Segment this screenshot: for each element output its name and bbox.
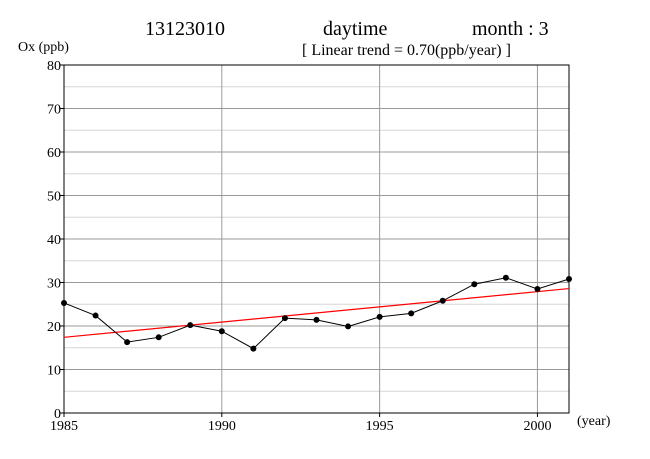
trend-line xyxy=(63,287,570,338)
y-tick-label: 60 xyxy=(47,146,61,161)
data-point xyxy=(471,281,478,288)
series-layer xyxy=(61,274,572,352)
data-point xyxy=(155,334,162,341)
y-tick-label: 50 xyxy=(47,190,61,205)
x-tick-label: 2000 xyxy=(523,419,551,434)
x-tick-label: 1990 xyxy=(208,419,236,434)
x-tick-label: 1995 xyxy=(366,419,394,434)
data-point xyxy=(124,339,131,346)
tick-labels: 0 10 20 30 40 50 60 70 80 1985 1990 1995 2000 xyxy=(47,59,551,434)
trend-label: [ Linear trend = 0.70(ppb/year) ] xyxy=(302,42,511,59)
data-point xyxy=(187,322,194,329)
data-point xyxy=(281,315,288,322)
data-point xyxy=(345,323,352,330)
station-code: 13123010 xyxy=(145,18,225,40)
grid-lines xyxy=(64,64,569,414)
data-point xyxy=(566,276,572,283)
data-point xyxy=(376,313,383,320)
data-point xyxy=(250,345,257,352)
data-point xyxy=(502,274,509,281)
y-tick-label: 30 xyxy=(47,277,61,292)
y-tick-label: 10 xyxy=(47,364,61,379)
data-point xyxy=(439,297,446,304)
y-tick-label: 40 xyxy=(47,233,61,248)
plot-frame xyxy=(63,64,570,414)
y-tick-label: 20 xyxy=(47,320,61,335)
y-tick-label: 0 xyxy=(54,407,61,422)
x-axis-label: (year) xyxy=(577,414,611,429)
data-point xyxy=(218,328,225,335)
data-point xyxy=(313,316,320,323)
data-point xyxy=(534,286,541,293)
data-point xyxy=(92,312,99,319)
data-point xyxy=(408,310,415,317)
y-tick-label: 70 xyxy=(47,103,61,118)
y-axis-label: Ox (ppb) xyxy=(18,40,69,55)
month-label: month : 3 xyxy=(472,18,549,40)
trend-layer xyxy=(63,287,570,338)
y-tick-label: 80 xyxy=(47,59,61,74)
x-tick-label: 1985 xyxy=(50,419,78,434)
data-point xyxy=(61,299,67,306)
period-label: daytime xyxy=(323,18,388,40)
